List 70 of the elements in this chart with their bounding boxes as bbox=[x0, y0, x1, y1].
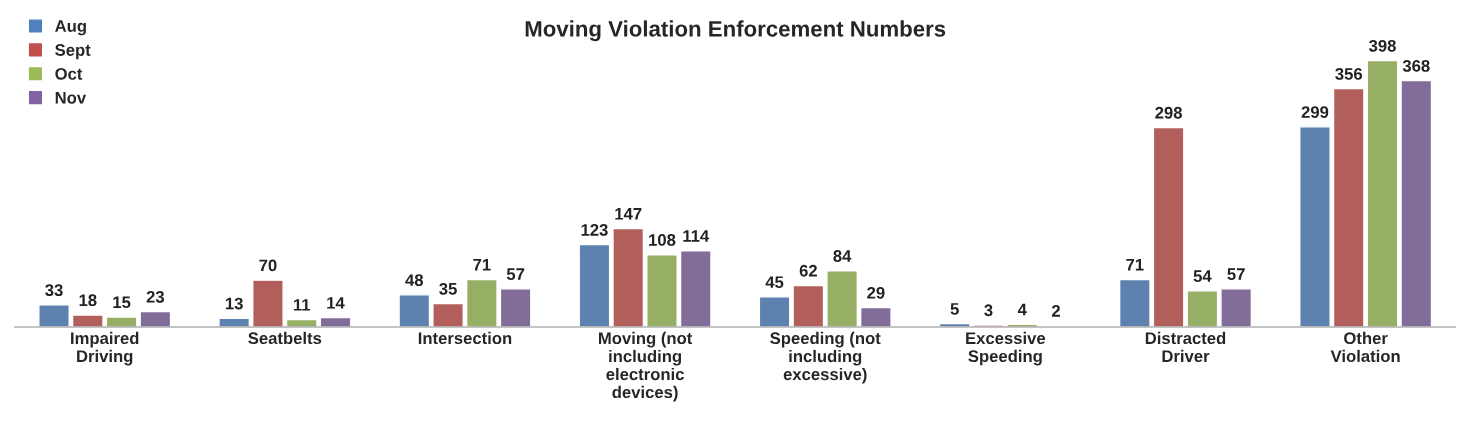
bar bbox=[465, 278, 498, 327]
bar bbox=[1332, 87, 1365, 327]
data-label: 123 bbox=[581, 224, 608, 236]
bar bbox=[38, 304, 70, 327]
x-tick-label: Distracted Driver bbox=[1145, 331, 1226, 363]
bar bbox=[859, 306, 892, 327]
data-label: 299 bbox=[1301, 106, 1329, 118]
bar bbox=[1220, 288, 1253, 327]
x-tick-label: Moving (not including electronic devices) bbox=[599, 331, 693, 402]
data-label: 2 bbox=[1051, 305, 1060, 317]
data-label: 62 bbox=[799, 264, 817, 277]
data-label: 298 bbox=[1155, 106, 1182, 119]
data-label: 18 bbox=[79, 294, 97, 307]
data-label: 57 bbox=[1227, 268, 1245, 280]
data-label: 4 bbox=[1017, 303, 1027, 316]
bar bbox=[578, 243, 611, 327]
bar bbox=[826, 270, 859, 327]
x-tick-label: Seatbelts bbox=[248, 331, 322, 345]
data-label: 54 bbox=[1193, 270, 1212, 282]
data-label: 84 bbox=[833, 250, 852, 262]
x-tick-label: Speeding (not including excessive) bbox=[770, 331, 881, 384]
bar bbox=[71, 314, 104, 327]
x-tick-label: Excessive Speeding bbox=[966, 331, 1046, 366]
x-tick-label: Impaired Driving bbox=[71, 331, 139, 366]
data-label: 3 bbox=[984, 304, 993, 317]
data-label: 114 bbox=[683, 230, 710, 242]
data-label: 11 bbox=[293, 299, 311, 311]
bar bbox=[612, 227, 645, 327]
x-tick-label: Intersection bbox=[418, 331, 512, 345]
bar bbox=[646, 254, 678, 327]
bar bbox=[758, 296, 791, 327]
data-label: 33 bbox=[45, 284, 63, 297]
bar bbox=[792, 284, 825, 327]
data-label: 57 bbox=[506, 268, 525, 280]
data-label: 368 bbox=[1402, 59, 1430, 72]
bar bbox=[105, 316, 138, 327]
legend-label: Aug bbox=[55, 20, 86, 36]
data-label: 23 bbox=[146, 290, 165, 303]
data-label: 147 bbox=[615, 208, 642, 220]
data-label: 70 bbox=[259, 259, 277, 272]
bar bbox=[679, 249, 712, 327]
chart-title: Moving Violation Enforcement Numbers bbox=[525, 20, 946, 42]
x-tick-label: Other Violation bbox=[1330, 331, 1400, 363]
data-label: 48 bbox=[405, 274, 424, 287]
data-label: 29 bbox=[867, 286, 885, 299]
data-label: 356 bbox=[1335, 68, 1363, 80]
data-label: 35 bbox=[439, 282, 457, 295]
data-label: 14 bbox=[327, 297, 345, 309]
bar bbox=[432, 302, 464, 327]
data-label: 15 bbox=[113, 296, 131, 309]
data-label: 5 bbox=[950, 303, 959, 315]
data-label: 13 bbox=[225, 297, 243, 310]
data-label: 108 bbox=[649, 234, 676, 246]
bar bbox=[1118, 278, 1151, 327]
data-label: 71 bbox=[1126, 258, 1144, 271]
bar bbox=[1400, 79, 1433, 327]
bar bbox=[139, 310, 172, 327]
data-label: 45 bbox=[765, 276, 784, 289]
data-label: 71 bbox=[473, 258, 491, 271]
bar bbox=[1299, 126, 1331, 327]
bar bbox=[1186, 290, 1219, 327]
bar bbox=[398, 294, 431, 327]
legend-label: Sept bbox=[55, 44, 91, 60]
legend-label: Nov bbox=[55, 92, 87, 104]
bar bbox=[252, 279, 284, 327]
bar bbox=[499, 288, 532, 327]
legend-label: Oct bbox=[55, 67, 83, 80]
bar bbox=[1366, 59, 1399, 327]
data-label: 398 bbox=[1368, 39, 1396, 52]
bar bbox=[1152, 126, 1185, 327]
